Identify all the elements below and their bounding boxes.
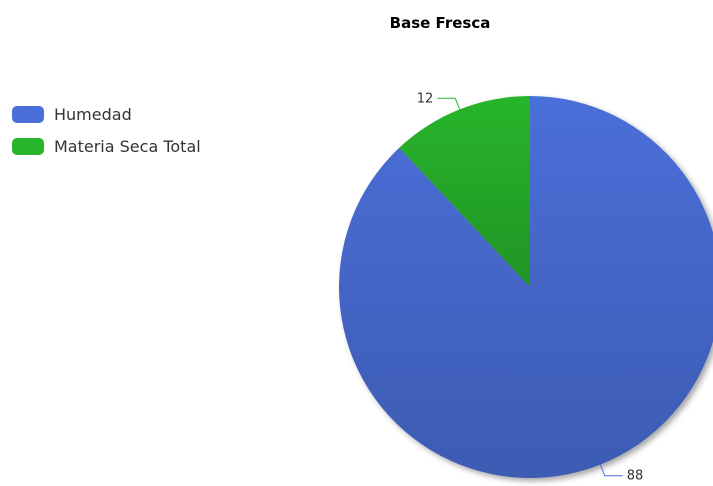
legend-label-materia-seca-total: Materia Seca Total xyxy=(54,136,201,156)
pie-slice-humedad[interactable] xyxy=(339,96,713,478)
legend-swatch-humedad xyxy=(12,105,44,123)
legend: Humedad Materia Seca Total xyxy=(12,98,201,162)
leader-line-0 xyxy=(599,464,623,477)
legend-item-humedad[interactable]: Humedad xyxy=(12,98,201,130)
pie-slice-materia-seca-total[interactable] xyxy=(399,96,530,287)
legend-item-materia-seca-total[interactable]: Materia Seca Total xyxy=(12,130,201,162)
leader-line-1 xyxy=(437,97,461,110)
data-label-1: 12 xyxy=(417,91,434,106)
chart-title: Base Fresca xyxy=(389,14,491,32)
legend-swatch-materia-seca-total xyxy=(12,137,44,155)
legend-label-humedad: Humedad xyxy=(54,104,132,124)
data-label-0: 88 xyxy=(627,469,644,484)
